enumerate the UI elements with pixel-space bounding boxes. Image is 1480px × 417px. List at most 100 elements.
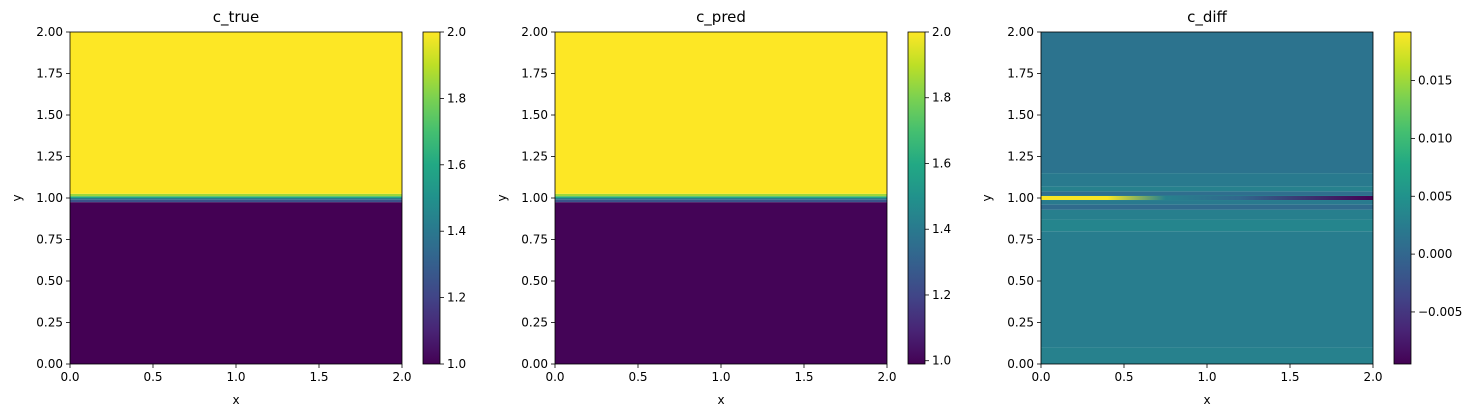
heatmap-band: [555, 198, 887, 200]
x-tick-label: 0.5: [1114, 370, 1133, 384]
y-tick-label: 0.25: [36, 316, 63, 330]
x-tick-label: 1.0: [226, 370, 245, 384]
y-tick-label: 1.00: [1007, 191, 1034, 205]
heatmap-band: [70, 193, 402, 197]
x-axis-label: x: [1203, 393, 1210, 407]
heatmap-band: [1041, 186, 1373, 192]
colorbar-tick-label: 1.6: [447, 158, 466, 172]
heatmap-band: [1041, 209, 1373, 220]
colorbar: 1.0 1.2 1.4 1.6 1.8 2.0: [422, 25, 466, 371]
y-tick-label: 1.50: [521, 108, 548, 122]
heatmap-band: [555, 199, 887, 203]
y-tick-label: 0.50: [1007, 274, 1034, 288]
panel-c-true: c_true 0.0 0.5 1.0 1.5 2.0 0.00 0.25 0.50 0.75 1.…: [10, 8, 466, 407]
colorbar-tick-label: 1.4: [447, 224, 466, 238]
x-tick-label: 1.5: [1280, 370, 1299, 384]
colorbar-tick-label: 1.6: [932, 156, 951, 170]
y-tick-label: 0.75: [521, 233, 548, 247]
colorbar-tick-label: 1.2: [447, 291, 466, 305]
heatmap-band: [1041, 347, 1373, 364]
x-tick-label: 0.0: [545, 370, 564, 384]
heatmap-band: [1041, 200, 1373, 205]
y-tick-label: 0.25: [521, 316, 548, 330]
heatmap-band: [1041, 219, 1373, 232]
y-axis-label: y: [10, 194, 24, 201]
x-tick-label: 2.0: [1363, 370, 1382, 384]
heatmap-band: [1041, 231, 1373, 348]
colorbar-tick-label: 1.0: [447, 357, 466, 371]
heatmap-band: [555, 32, 887, 194]
heatmap-area: [555, 32, 887, 364]
y-tick-label: 1.50: [36, 108, 63, 122]
x-tick-label: 2.0: [877, 370, 896, 384]
colorbar: −0.005 0.000 0.005 0.010 0.015: [1393, 31, 1462, 365]
x-tick-label: 1.0: [1197, 370, 1216, 384]
y-tick-label: 0.00: [1007, 357, 1034, 371]
colorbar-tick-label: 0.000: [1418, 247, 1452, 261]
y-axis-label: y: [980, 194, 994, 201]
colorbar-tick-label: 1.2: [932, 288, 951, 302]
y-tick-label: 0.00: [36, 357, 63, 371]
colorbar-tick-label: 0.010: [1418, 131, 1452, 145]
panel-c-diff: c_diff 0.0 0.5 1.0 1.5 2.0 0.00 0.25 0.50 0.75 1.…: [980, 8, 1462, 407]
x-axis-label: x: [717, 393, 724, 407]
panel-c-pred: c_pred 0.0 0.5 1.0 1.5 2.0 0.00 0.25 0.50 0.75 1.…: [495, 8, 951, 407]
y-tick-label: 1.75: [36, 67, 63, 81]
y-tick-label: 0.75: [1007, 233, 1034, 247]
x-tick-label: 0.5: [628, 370, 647, 384]
colorbar-tick-label: 1.8: [447, 91, 466, 105]
y-tick-label: 2.00: [1007, 25, 1034, 39]
colorbar: 1.0 1.2 1.4 1.6 1.8 2.0: [907, 25, 951, 368]
heatmap-band: [555, 193, 887, 197]
heatmap-band: [70, 32, 402, 194]
y-tick-label: 1.75: [521, 67, 548, 81]
colorbar-frame: [907, 31, 926, 365]
heatmap-band: [70, 198, 402, 200]
x-tick-label: 0.0: [1031, 370, 1050, 384]
y-tick-label: 1.50: [1007, 108, 1034, 122]
heatmap-band: [70, 199, 402, 203]
chart-title: c_pred: [696, 8, 746, 27]
y-tick-label: 1.75: [1007, 67, 1034, 81]
y-tick-label: 2.00: [36, 25, 63, 39]
y-tick-label: 2.00: [521, 25, 548, 39]
heatmap-band: [70, 202, 402, 364]
colorbar-frame: [422, 31, 441, 365]
heatmap-band: [1041, 173, 1373, 187]
y-tick-label: 1.25: [521, 150, 548, 164]
colorbar-gradient: [908, 32, 925, 364]
x-tick-label: 1.0: [711, 370, 730, 384]
y-axis-label: y: [495, 194, 509, 201]
chart-title: c_true: [213, 8, 260, 27]
heatmap-band: [1041, 191, 1373, 196]
heatmap-area: [70, 32, 402, 364]
y-tick-label: 1.25: [1007, 150, 1034, 164]
heatmap-area: [1041, 32, 1373, 364]
heatmap-band: [555, 196, 887, 198]
interface-line: [1041, 196, 1373, 200]
y-tick-label: 0.75: [36, 233, 63, 247]
heatmap-band: [555, 202, 887, 364]
x-tick-label: 1.5: [794, 370, 813, 384]
y-tick-label: 1.00: [521, 191, 548, 205]
chart-title: c_diff: [1187, 8, 1227, 27]
colorbar-tick-label: 0.005: [1418, 189, 1452, 203]
y-tick-label: 1.25: [36, 150, 63, 164]
x-tick-label: 0.0: [60, 370, 79, 384]
colorbar-frame: [1393, 31, 1412, 365]
heatmap-band: [70, 196, 402, 198]
colorbar-tick-label: 2.0: [932, 25, 951, 39]
x-tick-label: 0.5: [143, 370, 162, 384]
x-axis-label: x: [232, 393, 239, 407]
y-tick-label: 0.25: [1007, 316, 1034, 330]
colorbar-tick-label: −0.005: [1418, 305, 1462, 319]
colorbar-tick-label: 2.0: [447, 25, 466, 39]
colorbar-gradient: [423, 32, 440, 364]
colorbar-tick-label: 1.8: [932, 91, 951, 105]
heatmap-band: [1041, 32, 1373, 174]
y-tick-label: 0.00: [521, 357, 548, 371]
y-tick-label: 0.50: [521, 274, 548, 288]
x-tick-label: 2.0: [392, 370, 411, 384]
colorbar-tick-label: 0.015: [1418, 74, 1452, 88]
